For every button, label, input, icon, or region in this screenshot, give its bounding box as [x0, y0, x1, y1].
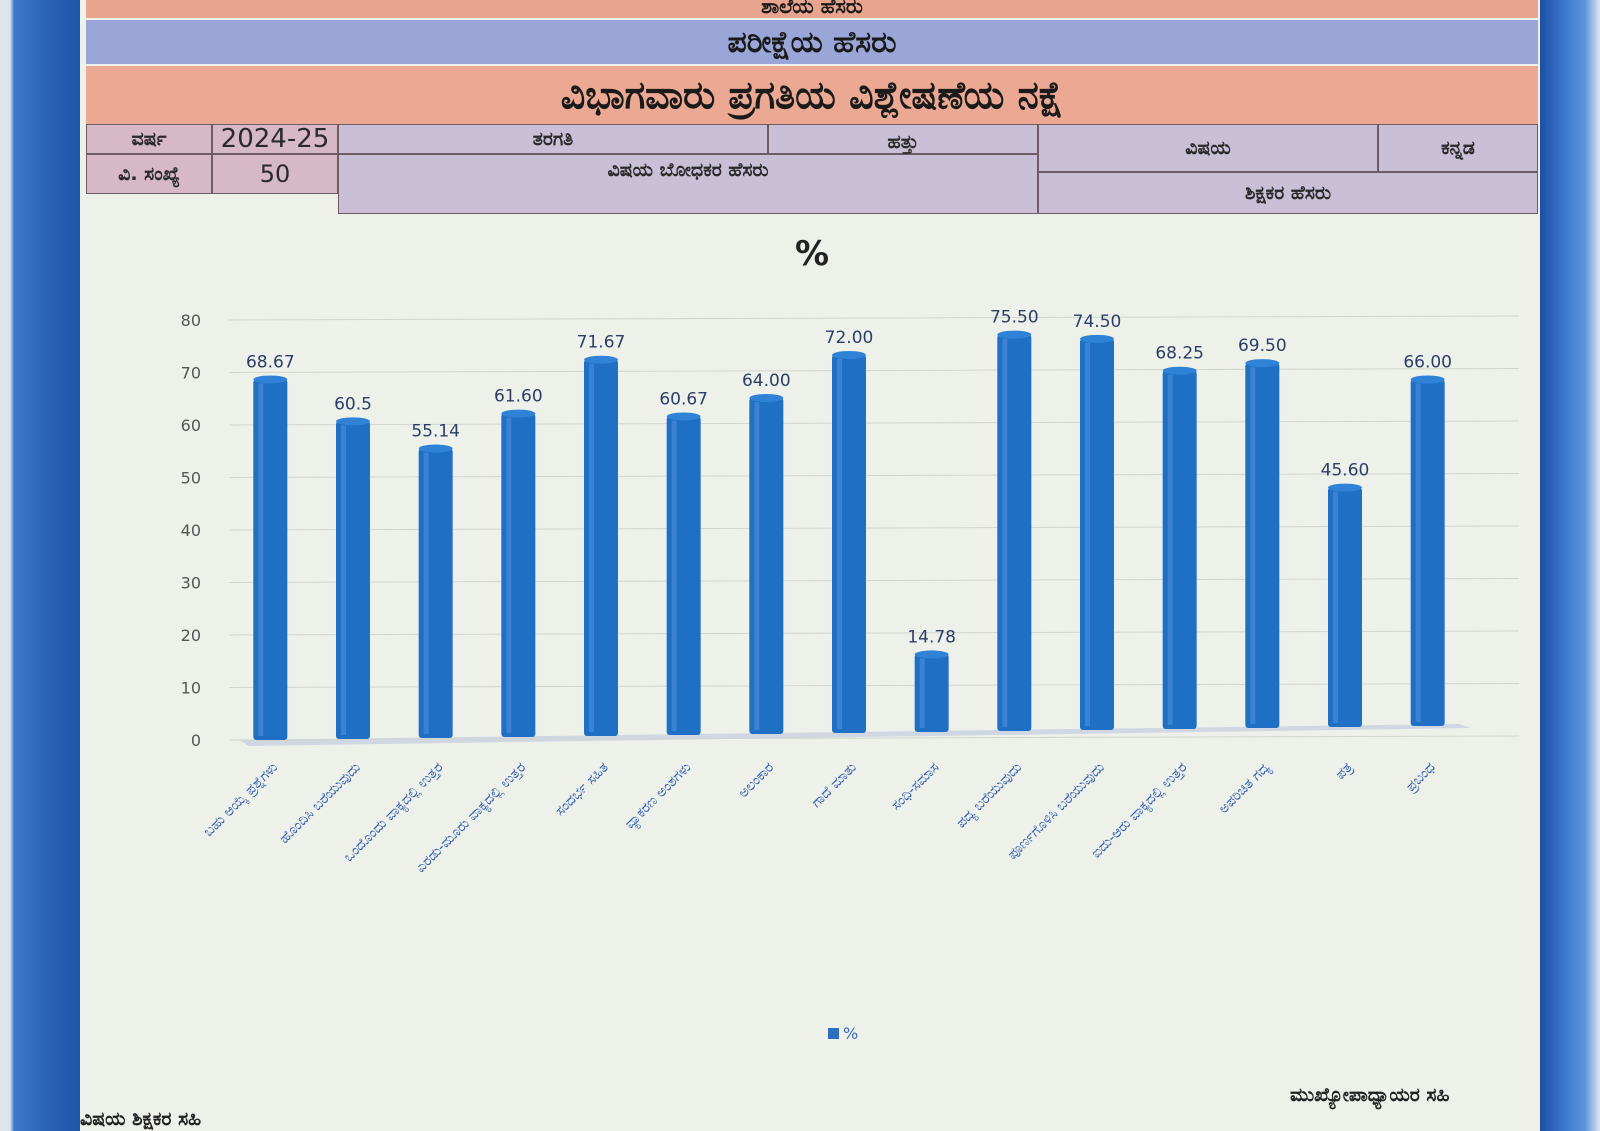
bar-highlight — [754, 402, 760, 730]
bar-highlight — [589, 363, 594, 732]
students-value: 50 — [212, 154, 338, 194]
bar-cap — [832, 351, 866, 359]
bar-highlight — [1085, 342, 1090, 726]
data-label: 60.67 — [659, 389, 708, 409]
bar-cap — [914, 650, 949, 659]
gridline — [228, 368, 1520, 373]
chart-legend: % — [828, 1024, 858, 1043]
year-value: 2024-25 — [212, 124, 338, 154]
x-tick-label: ಸಂದರ್ಭ ಸಹಿತ — [552, 760, 612, 820]
y-tick-label: 30 — [181, 574, 201, 593]
bar-highlight — [837, 359, 842, 729]
school-name-row: ಶಾಲೆಯ ಹೆಸರು — [86, 0, 1538, 18]
data-label: 75.50 — [990, 308, 1039, 328]
chart-floor — [239, 724, 1471, 746]
x-tick-label: ಪತ್ರ — [1333, 759, 1357, 783]
bar-highlight — [423, 452, 429, 734]
x-tick-label: ಐದು-ಆರು ವಾಕ್ಯದಲ್ಲಿ ಉತ್ತರ — [1088, 760, 1191, 863]
bar-cap — [666, 412, 701, 421]
bar-highlight — [1250, 367, 1256, 724]
data-label: 72.00 — [825, 328, 874, 348]
data-label: 69.50 — [1238, 336, 1287, 356]
bar-cap — [1080, 334, 1114, 343]
screen-frame-right — [1540, 0, 1600, 1131]
x-tick-label: ಗಾದೆ ಮಾತು — [808, 760, 859, 811]
bar-cap — [1245, 359, 1280, 368]
x-tick-label: ಬಹು ಆಯ್ಕೆ ಪ್ರಶ್ನೆಗಳು — [201, 760, 282, 841]
bar-cap — [1410, 375, 1445, 384]
exam-name-row: ಪರೀಕ್ಷೆಯ ಹೆಸರು — [86, 20, 1538, 64]
y-tick-label: 50 — [181, 469, 201, 488]
bar-chart: 0 10 20 30 40 50 60 70 80 68.67 ಬಹು ಆಯ್ಕೆ ಪ್ರಶ್ನೆಗ… — [181, 308, 1520, 877]
bar-cap — [1162, 366, 1197, 375]
bar-cap — [1328, 483, 1362, 492]
bar-cap — [997, 330, 1032, 339]
data-label: 61.60 — [494, 387, 543, 407]
bar-highlight — [1333, 491, 1338, 723]
bar-highlight — [341, 425, 346, 735]
gridline — [228, 315, 1520, 321]
bar-highlight — [671, 420, 677, 731]
data-label: 74.50 — [1073, 312, 1122, 332]
bar-highlight — [919, 658, 925, 728]
chart-title: % — [794, 234, 830, 274]
teacher-name-label: ಶಿಕ್ಷಕರ ಹೆಸರು — [1038, 172, 1538, 214]
bar-highlight — [506, 417, 512, 733]
class-label: ತರಗತಿ — [338, 124, 768, 154]
y-tick-label: 80 — [181, 311, 201, 330]
info-table: ವರ್ಷ 2024-25 ತರಗತಿ ಹತ್ತು ವಿಷಯ ಕನ್ನಡ ವಿ. … — [86, 124, 1538, 220]
bar-highlight — [1415, 383, 1421, 722]
report-title: ವಿಭಾಗವಾರು ಪ್ರಗತಿಯ ವಿಶ್ಲೇಷಣೆಯ ನಕ್ಷೆ — [86, 66, 1538, 124]
x-tick-label: ಅಲಂಕಾರ — [735, 760, 777, 802]
bar-highlight — [258, 383, 264, 736]
x-tick-label: ವ್ಯಾಕರಣ ಅಂಶಗಳು — [622, 760, 696, 834]
legend-swatch — [828, 1028, 839, 1039]
y-tick-label: 0 — [191, 731, 201, 750]
data-label: 71.67 — [577, 333, 626, 353]
bar-highlight — [1167, 374, 1173, 725]
bar-highlight — [1002, 338, 1008, 727]
data-label: 45.60 — [1321, 461, 1370, 481]
data-label: 68.67 — [246, 352, 295, 372]
x-tick-label: ಅಪರಿಚಿತ ಗದ್ಯ — [1216, 760, 1274, 818]
bar-cap — [253, 375, 288, 384]
bar-cap — [584, 355, 618, 364]
x-tick-label: ಪದ್ಯ ಬರೆಯುವುದು — [953, 760, 1026, 833]
data-label: 60.5 — [334, 394, 372, 414]
data-label: 68.25 — [1155, 344, 1204, 364]
data-label: 55.14 — [411, 422, 460, 442]
y-tick-label: 40 — [181, 521, 201, 540]
x-tick-label: ಪ್ರಬಂಧ — [1402, 760, 1438, 796]
subject-teacher-signature-label: ವಿಷಯ ಶಿಕ್ಷಕರ ಸಹಿ — [80, 1108, 202, 1130]
subject-value: ಕನ್ನಡ — [1378, 124, 1538, 172]
data-label: 14.78 — [907, 627, 956, 647]
class-value: ಹತ್ತು — [768, 124, 1038, 154]
screen-frame-left — [0, 0, 80, 1131]
data-label: 64.00 — [742, 371, 791, 391]
students-label: ವಿ. ಸಂಖ್ಯೆ — [86, 154, 212, 194]
y-tick-label: 10 — [181, 679, 201, 698]
x-tick-label: ಸಂಧಿ-ಸಮಾಸ — [888, 760, 942, 814]
bar-cap — [749, 394, 784, 402]
subject-teacher-label: ವಿಷಯ ಬೋಧಕರ ಹೆಸರು — [338, 154, 1038, 214]
bar-cap — [336, 417, 370, 426]
bar-cap — [501, 409, 536, 418]
gridline — [228, 420, 1520, 426]
gridline — [228, 735, 1520, 741]
data-label: 66.00 — [1403, 353, 1452, 373]
y-tick-label: 60 — [181, 416, 201, 435]
y-tick-label: 70 — [181, 364, 201, 383]
x-tick-label: ಹೊಂದಿಸಿ ಬರೆಯುವುದು — [276, 760, 363, 847]
y-tick-label: 20 — [181, 626, 201, 645]
year-label: ವರ್ಷ — [86, 124, 212, 154]
subject-label: ವಿಷಯ — [1038, 124, 1378, 172]
headmaster-signature-label: ಮುಖ್ಯೋಪಾಧ್ಯಾಯರ ಸಹಿ — [1290, 1084, 1450, 1106]
bar-cap — [418, 444, 453, 453]
legend-label: % — [843, 1024, 859, 1043]
chart-area: % 0 10 20 30 40 50 60 70 80 68.67 ಬಹು ಆಯ್ಕೆ ಪ್ರಶ್ನ… — [84, 220, 1540, 1110]
